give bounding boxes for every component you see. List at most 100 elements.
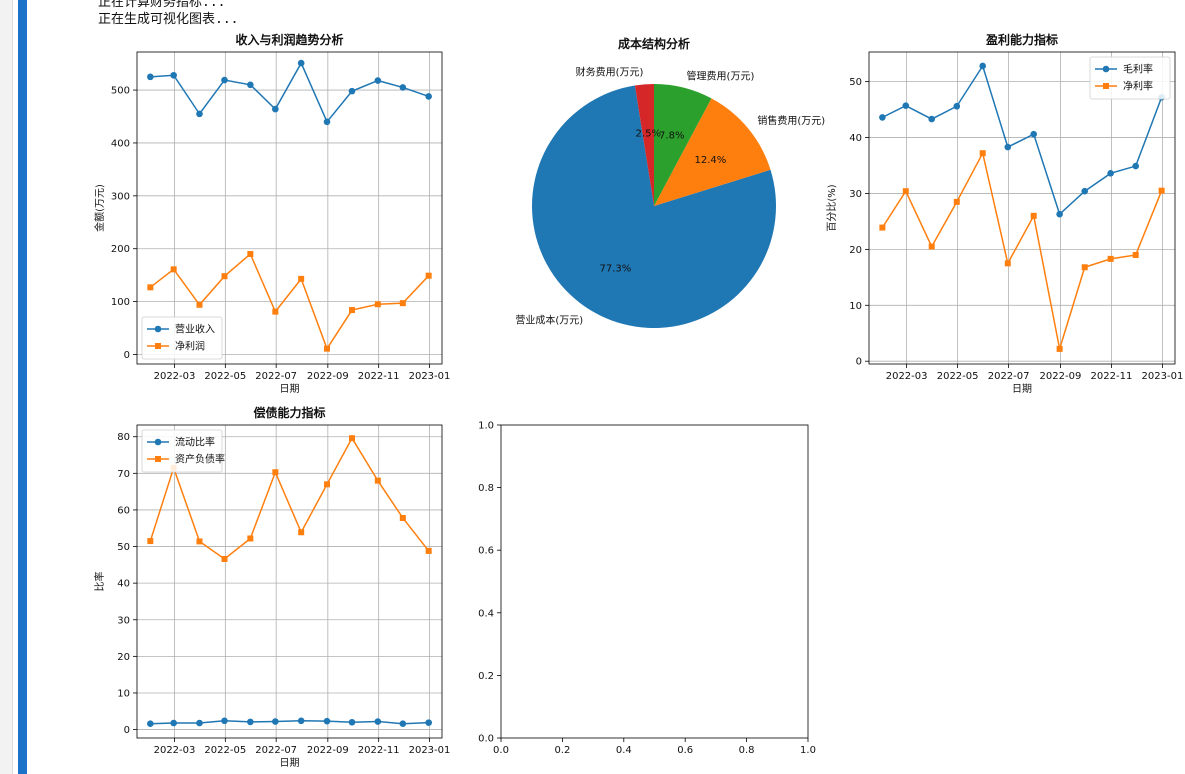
data-point	[196, 301, 203, 308]
y-tick-label: 0	[856, 357, 862, 368]
data-point	[1030, 212, 1037, 219]
data-point	[1081, 187, 1089, 195]
x-tick-label: 2022-05	[204, 371, 246, 382]
data-point	[272, 718, 279, 725]
data-point	[170, 719, 177, 727]
chart-title: 盈利能力指标	[985, 32, 1058, 47]
y-tick-label: 10	[849, 301, 862, 312]
y-tick-label: 80	[117, 432, 130, 443]
y-tick-label: 70	[117, 469, 130, 480]
data-point	[1004, 260, 1011, 267]
y-axis-label: 金额(万元)	[93, 184, 106, 232]
data-point	[374, 477, 381, 484]
data-point	[879, 224, 886, 231]
series-line	[881, 151, 1163, 350]
data-point	[247, 535, 254, 542]
y-tick-label: 50	[849, 77, 862, 88]
legend-marker	[154, 325, 162, 333]
pie-slice	[654, 98, 771, 206]
data-point	[298, 529, 305, 536]
series-line	[882, 64, 1163, 216]
x-tick-label: 2022-11	[358, 371, 400, 382]
x-tick-label: 2022-03	[154, 745, 196, 756]
y-tick-label: 0	[124, 725, 130, 736]
y-tick-label: 0.4	[478, 608, 494, 619]
y-tick-label: 1.0	[478, 421, 494, 432]
series-line	[149, 436, 430, 560]
y-tick-label: 20	[117, 652, 130, 663]
y-tick-label: 300	[111, 191, 130, 202]
y-tick-label: 30	[849, 189, 862, 200]
data-point	[425, 719, 432, 726]
y-tick-label: 0.0	[478, 734, 494, 745]
y-tick-label: 0.2	[478, 671, 494, 682]
data-point	[170, 266, 177, 273]
console-line: 正在生成可视化图表...	[98, 12, 239, 27]
legend-label: 净利润	[175, 340, 205, 353]
data-point	[399, 720, 407, 728]
data-point	[1107, 255, 1114, 262]
data-point	[272, 308, 279, 315]
data-point	[196, 719, 203, 727]
data-point	[1132, 251, 1139, 258]
data-point	[953, 198, 960, 205]
data-point	[349, 307, 355, 314]
y-tick-label: 30	[117, 615, 130, 626]
x-tick-label: 2022-09	[307, 371, 349, 382]
data-point	[196, 538, 203, 545]
legend-label: 营业收入	[175, 323, 215, 336]
data-point	[399, 514, 406, 521]
data-point	[298, 275, 305, 282]
chart-cost-structure: 77.3% 营业成本(万元) 12.4% 销售费用(万元) 7.8% 管理费用(万元) 2.…	[515, 36, 825, 328]
x-tick-label: 0.0	[493, 745, 509, 756]
pie-pct-label: 77.3%	[599, 264, 631, 275]
data-point	[374, 77, 382, 84]
axes-frame	[500, 424, 809, 739]
data-point	[147, 720, 154, 728]
pie-pct-label: 2.5%	[636, 129, 661, 140]
legend-box	[141, 316, 223, 360]
series-line	[150, 720, 429, 725]
data-point	[147, 538, 154, 545]
data-point	[247, 81, 254, 89]
y-tick-label: 0	[124, 350, 130, 361]
legend-label: 流动比率	[175, 436, 215, 449]
chart-solvency: 2022-03 2022-05 2022-07 2022-09 2022-11 2023-…	[93, 405, 450, 769]
data-point	[1158, 187, 1165, 194]
data-point	[196, 110, 203, 118]
legend-marker	[155, 456, 161, 462]
data-point	[170, 71, 177, 79]
x-tick-label: 2022-05	[204, 745, 246, 756]
data-point	[324, 345, 330, 352]
axes-frame	[136, 51, 443, 365]
data-point	[349, 435, 355, 442]
pie-pct-label: 7.8%	[659, 130, 684, 141]
x-tick-label: 2023-01	[1142, 371, 1184, 382]
data-point	[147, 73, 154, 81]
x-tick-label: 2022-07	[255, 371, 297, 382]
data-point	[348, 718, 356, 726]
data-point	[221, 555, 228, 562]
editor-gutter	[0, 0, 13, 774]
x-tick-label: 2022-11	[1091, 371, 1133, 382]
chart-revenue-profit: 2022-03 2022-05 2022-07 2022-09 2022-11 2023-…	[93, 32, 450, 395]
data-point	[272, 469, 279, 476]
data-point	[1081, 264, 1088, 271]
axes-frame	[136, 424, 443, 739]
x-tick-label: 2022-07	[988, 371, 1030, 382]
console-line: 正在计算财务指标...	[98, 0, 226, 10]
data-point	[399, 300, 406, 307]
data-point	[902, 102, 910, 109]
pie-slice-label: 销售费用(万元)	[757, 114, 825, 127]
data-point	[953, 102, 961, 110]
y-tick-label: 10	[117, 688, 130, 699]
data-point	[928, 243, 935, 250]
legend-box	[141, 429, 223, 473]
y-tick-label: 500	[111, 86, 130, 97]
data-point	[348, 87, 356, 95]
x-tick-label: 2022-05	[937, 371, 979, 382]
data-point	[374, 301, 381, 308]
data-point	[147, 284, 154, 291]
